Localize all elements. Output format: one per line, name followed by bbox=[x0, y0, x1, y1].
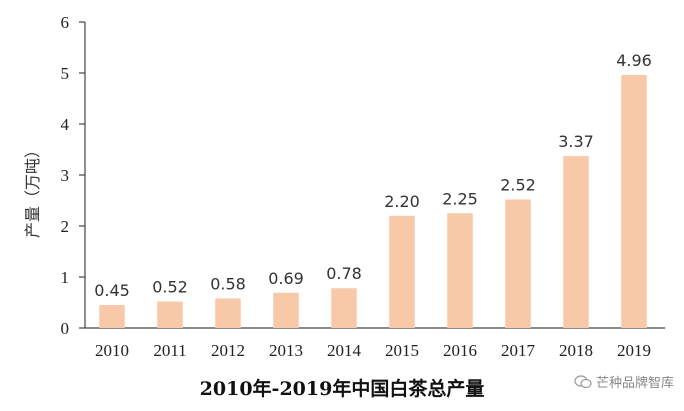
x-tick-label: 2011 bbox=[153, 341, 186, 360]
bar-value-label: 2.52 bbox=[500, 175, 536, 194]
bar-value-label: 0.45 bbox=[94, 281, 130, 300]
bar-value-label: 2.20 bbox=[384, 192, 420, 211]
x-tick-label: 2010 bbox=[95, 341, 129, 360]
watermark: 芒种品牌智库 bbox=[574, 372, 674, 391]
bar bbox=[563, 156, 589, 328]
bar-value-label: 0.78 bbox=[326, 264, 362, 283]
x-tick-label: 2012 bbox=[211, 341, 245, 360]
x-tick-label: 2016 bbox=[443, 341, 477, 360]
chart-title: 2010年-2019年中国白茶总产量 bbox=[199, 378, 485, 400]
bar-value-label: 3.37 bbox=[558, 132, 594, 151]
y-axis-label: 产量（万吨） bbox=[23, 142, 42, 238]
y-tick-label: 5 bbox=[61, 64, 70, 83]
x-tick-label: 2015 bbox=[385, 341, 419, 360]
bar bbox=[621, 75, 647, 328]
bar-value-label: 2.25 bbox=[442, 189, 478, 208]
x-tick-label: 2018 bbox=[559, 341, 593, 360]
bars bbox=[99, 75, 647, 328]
bar-value-label: 0.58 bbox=[210, 274, 246, 293]
axes: 0 1 2 3 4 5 6 2010 2011 2012 2013 2014 2015 2016 2017 2… bbox=[61, 13, 665, 360]
y-tick-label: 1 bbox=[61, 268, 70, 287]
y-tick-label: 2 bbox=[61, 217, 70, 236]
bar bbox=[273, 292, 299, 328]
y-tick-label: 0 bbox=[61, 319, 70, 338]
bar bbox=[215, 298, 241, 328]
bar-value-label: 0.52 bbox=[152, 277, 188, 296]
bar bbox=[389, 215, 415, 328]
bar-value-label: 4.96 bbox=[616, 51, 652, 70]
bar bbox=[157, 301, 183, 328]
y-tick-label: 6 bbox=[61, 13, 70, 32]
bar bbox=[447, 213, 473, 328]
x-tick-label: 2013 bbox=[269, 341, 303, 360]
x-tick-label: 2019 bbox=[617, 341, 651, 360]
x-tick-label: 2014 bbox=[327, 341, 362, 360]
bar bbox=[99, 305, 125, 328]
wechat-icon bbox=[574, 374, 592, 388]
data-labels: 0.45 0.52 0.58 0.69 0.78 2.20 2.25 2.52 3.37 4.96 bbox=[94, 51, 652, 300]
bar bbox=[331, 288, 357, 328]
x-tick-label: 2017 bbox=[501, 341, 536, 360]
y-tick-label: 3 bbox=[61, 166, 70, 185]
bar bbox=[505, 199, 531, 328]
bar-value-label: 0.69 bbox=[268, 269, 304, 288]
y-tick-label: 4 bbox=[61, 115, 70, 134]
watermark-text: 芒种品牌智库 bbox=[595, 376, 674, 391]
